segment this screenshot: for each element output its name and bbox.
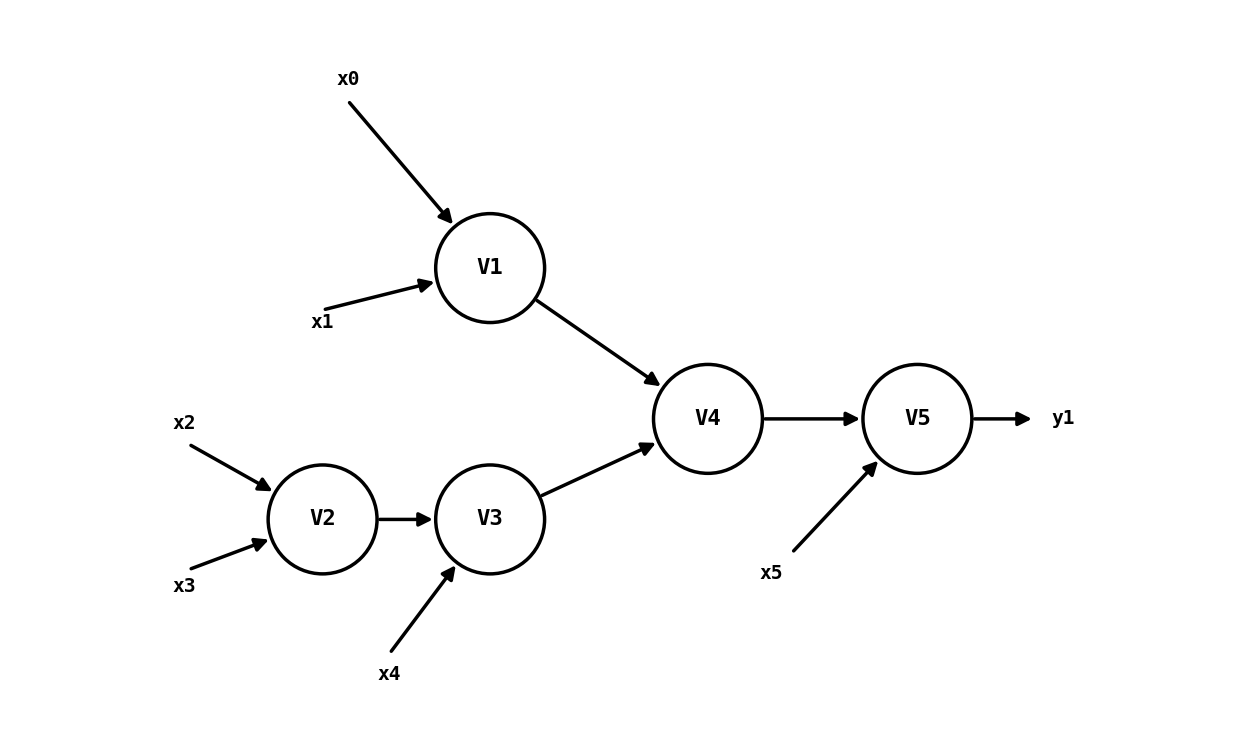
Text: x1: x1 (311, 313, 335, 332)
Text: V2: V2 (309, 510, 336, 529)
Text: V3: V3 (476, 510, 503, 529)
Text: V1: V1 (476, 258, 503, 278)
Text: V4: V4 (694, 409, 722, 429)
Circle shape (268, 465, 377, 574)
Circle shape (863, 364, 972, 474)
Text: x3: x3 (172, 577, 196, 596)
Text: V5: V5 (904, 409, 931, 429)
Circle shape (435, 213, 544, 323)
Text: x2: x2 (172, 414, 196, 433)
Text: y1: y1 (1052, 409, 1075, 428)
Circle shape (435, 465, 544, 574)
Text: x4: x4 (378, 665, 402, 684)
Circle shape (653, 364, 763, 474)
Text: x5: x5 (759, 565, 782, 584)
Text: x0: x0 (336, 70, 360, 89)
